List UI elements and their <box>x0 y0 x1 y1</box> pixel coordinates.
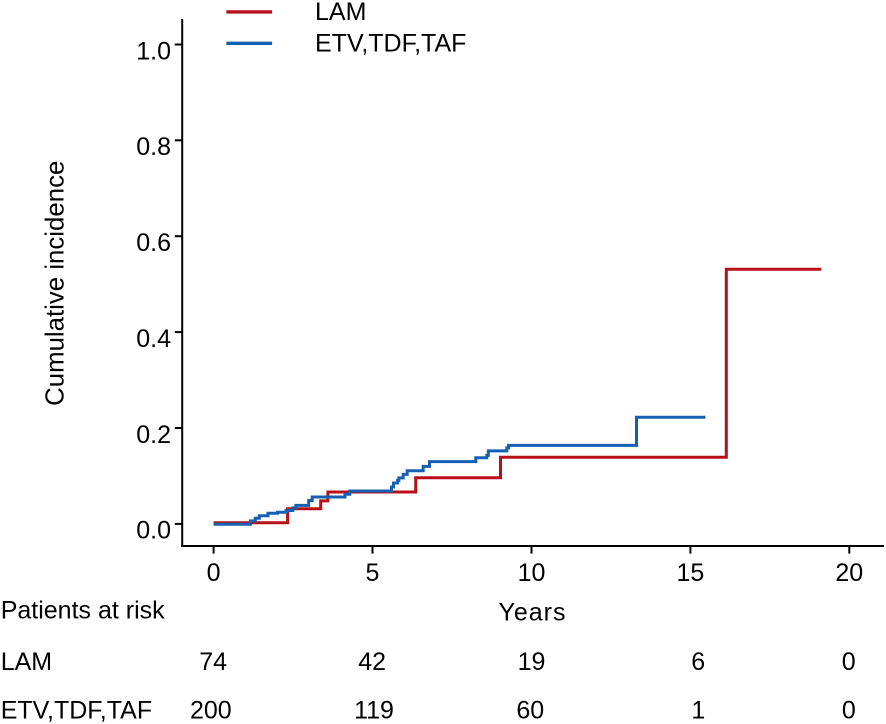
svg-text:0.6: 0.6 <box>136 229 171 257</box>
svg-text:15: 15 <box>676 559 704 587</box>
svg-text:LAM: LAM <box>1 648 52 676</box>
svg-text:ETV,TDF,TAF: ETV,TDF,TAF <box>315 30 466 58</box>
svg-text:Patients at risk: Patients at risk <box>1 597 165 625</box>
svg-text:0.4: 0.4 <box>136 325 171 353</box>
svg-text:Cumulative incidence: Cumulative incidence <box>41 161 69 406</box>
svg-text:LAM: LAM <box>315 0 366 26</box>
svg-text:42: 42 <box>358 648 386 676</box>
svg-text:19: 19 <box>518 648 546 676</box>
svg-text:0.8: 0.8 <box>136 133 171 161</box>
svg-text:0.0: 0.0 <box>136 517 171 545</box>
svg-text:74: 74 <box>199 648 227 676</box>
svg-text:5: 5 <box>366 559 380 587</box>
svg-text:6: 6 <box>691 648 705 676</box>
svg-text:20: 20 <box>835 559 863 587</box>
svg-text:60: 60 <box>516 696 544 724</box>
svg-text:119: 119 <box>354 696 394 724</box>
svg-text:1.0: 1.0 <box>136 37 171 65</box>
svg-text:0: 0 <box>207 559 221 587</box>
svg-text:ETV,TDF,TAF: ETV,TDF,TAF <box>1 696 152 724</box>
svg-text:200: 200 <box>190 696 232 724</box>
svg-text:0: 0 <box>842 648 856 676</box>
svg-text:0: 0 <box>842 696 856 724</box>
svg-text:10: 10 <box>518 559 546 587</box>
svg-text:0.2: 0.2 <box>136 421 171 449</box>
svg-text:1: 1 <box>691 696 705 724</box>
svg-text:Years: Years <box>498 599 566 627</box>
